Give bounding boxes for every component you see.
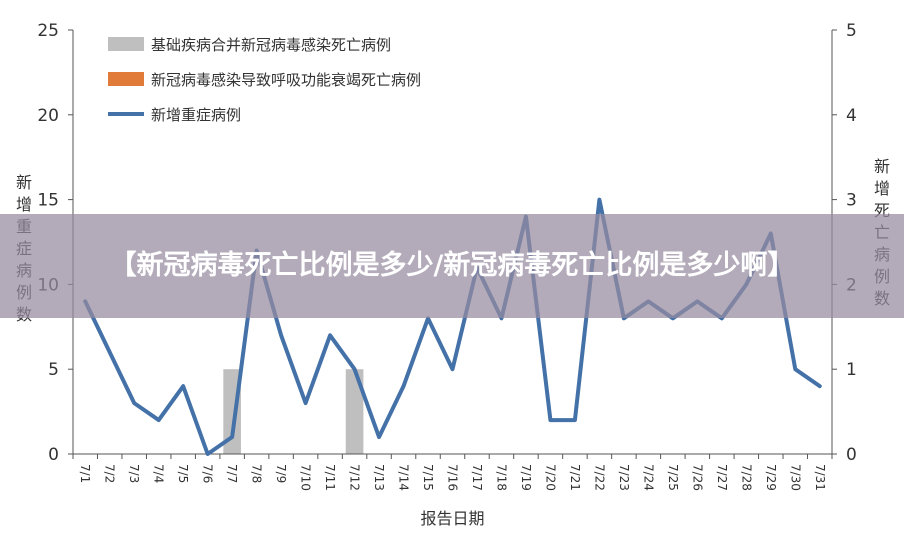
line-point — [304, 401, 308, 405]
x-tick-label: 7/20 — [543, 464, 557, 491]
x-tick-labels: 7/1 7/2 7/3 7/4 7/5 7/6 7/7 7/8 7/9 7/10 7/11 7/12 7… — [78, 464, 827, 491]
x-tick-label: 7/18 — [494, 464, 508, 491]
x-tick-label: 7/31 — [813, 464, 827, 491]
x-tick-label: 7/15 — [421, 464, 435, 491]
line-point — [206, 452, 210, 456]
y-left-tick-label: 5 — [48, 360, 59, 380]
x-tick-label: 7/24 — [641, 464, 655, 491]
x-tick-label: 7/16 — [446, 464, 460, 491]
line-point — [157, 418, 161, 422]
legend-label: 新冠病毒感染导致呼吸功能衰竭死亡病例 — [151, 71, 421, 89]
bar — [345, 369, 364, 454]
line-point — [818, 384, 822, 388]
line-point — [377, 435, 381, 439]
line-point — [793, 367, 797, 371]
legend-swatch — [108, 72, 144, 86]
banner-title: 【新冠病毒死亡比例是多少/新冠病毒死亡比例是多少啊】 — [109, 250, 795, 281]
x-tick-label: 7/17 — [470, 464, 484, 491]
line-point — [573, 418, 577, 422]
y-left-tick-label: 25 — [37, 21, 59, 41]
y-left-tick-label: 15 — [37, 191, 59, 211]
line-point — [402, 384, 406, 388]
x-tick-label: 7/21 — [568, 464, 582, 491]
x-tick-label: 7/1 — [78, 464, 92, 483]
x-tick-label: 7/8 — [250, 464, 264, 483]
x-tick-label: 7/30 — [788, 464, 802, 491]
y-right-tick-label: 1 — [846, 360, 857, 380]
x-tick-label: 7/23 — [617, 464, 631, 491]
line-point — [548, 418, 552, 422]
line-point — [451, 367, 454, 371]
x-tick-label: 7/27 — [715, 464, 729, 491]
y-right-tick-label: 5 — [846, 21, 857, 41]
legend-label: 基础疾病合并新冠病毒感染死亡病例 — [151, 36, 391, 54]
x-tick-label: 7/11 — [323, 464, 337, 491]
x-tick-label: 7/4 — [152, 464, 166, 483]
y-left-tick-label: 20 — [37, 106, 59, 126]
legend-label: 新增重症病例 — [151, 106, 241, 124]
line-point — [597, 198, 601, 202]
x-tick-label: 7/26 — [690, 464, 704, 491]
x-tick-label: 7/2 — [103, 464, 117, 483]
line-point — [132, 401, 136, 405]
line-point — [108, 350, 112, 354]
x-tick-label: 7/5 — [176, 464, 190, 483]
line-point — [353, 367, 357, 371]
y-right-tick-label: 3 — [846, 191, 857, 211]
x-tick-label: 7/6 — [201, 464, 215, 483]
y-left-tick-label: 0 — [48, 445, 59, 465]
legend-swatch — [108, 37, 144, 51]
overlay-banner: 【新冠病毒死亡比例是多少/新冠病毒死亡比例是多少啊】 — [0, 214, 904, 318]
x-tick-label: 7/9 — [274, 464, 288, 483]
y-right-tick-label: 4 — [846, 106, 857, 126]
x-tick-label: 7/7 — [225, 464, 239, 483]
x-tick-label: 7/29 — [764, 464, 778, 491]
x-tick-label: 7/13 — [372, 464, 386, 491]
x-tick-label: 7/10 — [299, 464, 313, 491]
line-point — [230, 435, 234, 439]
x-tick-label: 7/3 — [127, 464, 141, 483]
x-tick-label: 7/12 — [348, 464, 362, 491]
x-tick-label: 7/25 — [666, 464, 680, 491]
bar-layer — [223, 369, 364, 454]
x-tick-label: 7/14 — [397, 464, 411, 491]
x-tick-label: 7/19 — [519, 464, 533, 491]
x-tick-label: 7/22 — [592, 464, 606, 491]
line-point — [181, 384, 185, 388]
y-right-tick-label: 0 — [846, 445, 857, 465]
x-tick-label: 7/28 — [739, 464, 753, 491]
line-point — [328, 333, 332, 337]
line-point — [279, 333, 283, 337]
x-axis-title: 报告日期 — [420, 509, 484, 528]
